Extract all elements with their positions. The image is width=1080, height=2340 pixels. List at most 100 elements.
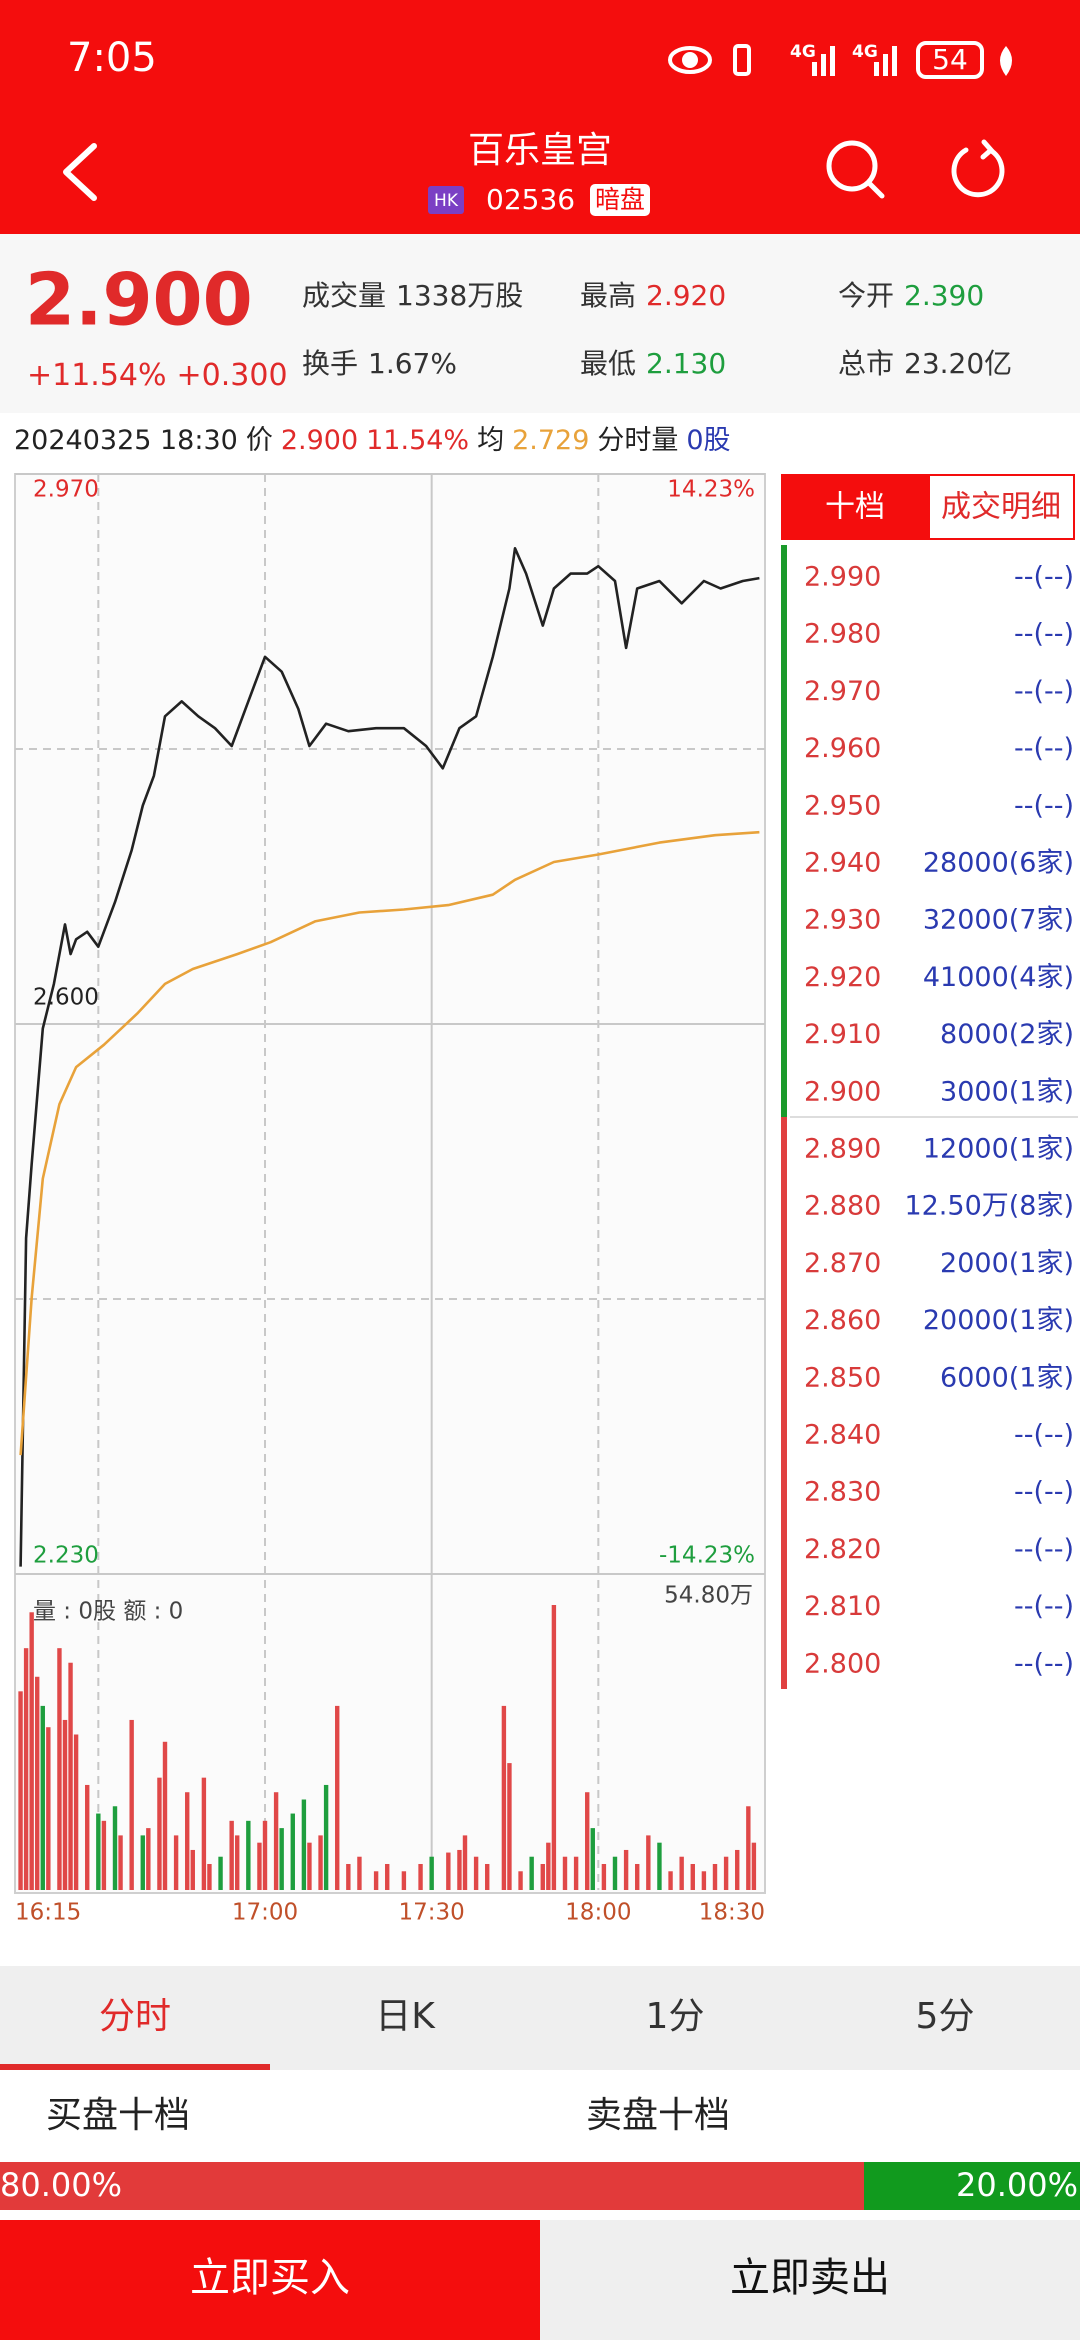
volume-bar: [29, 1612, 34, 1890]
y2-tick-label: -14.23%: [659, 1543, 755, 1569]
x-tick-label: 17:30: [399, 1900, 465, 1926]
book-tab[interactable]: 成交明细: [941, 490, 1061, 525]
volume-bar: [229, 1820, 234, 1890]
book-volume: 32000(7家): [923, 905, 1074, 936]
signal-bar: [812, 62, 817, 76]
volume-bar: [157, 1777, 162, 1890]
x-tick-label: 18:00: [565, 1900, 631, 1926]
volume-bar: [701, 1871, 707, 1890]
volume-bar: [101, 1820, 107, 1890]
volume-bar: [462, 1835, 468, 1890]
book-price: 2.850: [804, 1362, 881, 1393]
buy-button[interactable]: 立即买入: [190, 2255, 350, 2301]
book-price: 2.840: [804, 1420, 881, 1451]
volume-bar: [401, 1871, 407, 1890]
tag-label: 暗盘: [595, 185, 645, 214]
search-button[interactable]: [826, 140, 885, 199]
period-tab[interactable]: 1分: [646, 1996, 705, 2037]
volume-bar: [346, 1863, 351, 1890]
stat: 最低 2.130: [580, 347, 726, 380]
volume-bar: [57, 1648, 62, 1890]
book-volume: --(--): [1014, 1648, 1074, 1679]
info-volume: 0股: [686, 425, 730, 456]
volume-bar: [262, 1820, 268, 1890]
volume-bar: [23, 1648, 29, 1890]
book-volume: 12.50万(8家): [904, 1191, 1074, 1222]
volume-bar: [518, 1871, 523, 1890]
volume-bar: [723, 1856, 729, 1890]
volume-bar: [529, 1856, 534, 1890]
book-price: 2.960: [804, 733, 881, 764]
stat: 成交量 1338万股: [302, 279, 523, 312]
x-tick-label: 18:30: [699, 1900, 765, 1926]
network-label: 4G: [852, 42, 878, 62]
book-price: 2.920: [804, 962, 881, 993]
volume-bar: [218, 1856, 223, 1890]
period-tab[interactable]: 分时: [99, 1996, 171, 2037]
book-volume: 20000(1家): [923, 1305, 1074, 1336]
book-price: 2.970: [804, 676, 881, 707]
volume-bar: [118, 1835, 123, 1890]
period-tab[interactable]: 日K: [375, 1996, 436, 2037]
depth: 买盘十档 卖盘十档 80.00% 20.00%: [0, 2095, 1080, 2210]
volume-bar: [551, 1605, 557, 1890]
volume-bar: [679, 1856, 684, 1890]
volume-bar: [485, 1863, 490, 1890]
sell-button[interactable]: 立即卖出: [730, 2255, 890, 2301]
volume-bar: [112, 1806, 118, 1890]
volume-bar: [429, 1856, 434, 1890]
vibrate-icon: [733, 44, 751, 76]
change-abs: +0.300: [177, 358, 288, 393]
volume-bar: [746, 1806, 751, 1890]
x-tick-label: 16:15: [15, 1900, 81, 1926]
volume-bar: [690, 1863, 695, 1890]
depth-label: 买盘十档: [46, 2095, 190, 2136]
book-volume: --(--): [1014, 1420, 1074, 1451]
book-volume: --(--): [1014, 676, 1074, 707]
volume-bar: [62, 1719, 68, 1890]
book-tab[interactable]: 十档: [825, 490, 885, 525]
volume-bar: [590, 1828, 595, 1890]
volume-bar: [546, 1842, 551, 1890]
volume-label: 量 : 0股 额 : 0: [33, 1599, 183, 1625]
volume-bar: [501, 1705, 507, 1890]
trade-buttons: 立即买入 立即卖出: [0, 2220, 1080, 2340]
stat-value: 2.130: [646, 347, 726, 380]
volume-bar: [585, 1792, 590, 1890]
status-icons: [668, 41, 1012, 79]
book-price: 2.900: [804, 1076, 881, 1107]
change-pct: +11.54%: [27, 358, 167, 393]
refresh-button[interactable]: [951, 139, 1005, 198]
volume-bar: [657, 1842, 662, 1890]
volume-bar: [540, 1863, 545, 1890]
book-volume: 2000(1家): [940, 1248, 1074, 1279]
volume-bar: [40, 1705, 45, 1890]
volume-bar: [18, 1691, 23, 1890]
volume-bar: [473, 1856, 479, 1890]
stat: 换手 1.67%: [302, 347, 457, 380]
volume-bar: [668, 1871, 673, 1890]
book-volume: 8000(2家): [940, 1019, 1074, 1050]
book-volume: 41000(4家): [923, 962, 1074, 993]
period-tab[interactable]: 5分: [916, 1996, 975, 2037]
quote-bg: [0, 234, 1080, 413]
stock-name: 百乐皇宫: [468, 130, 612, 171]
sell-ratio-label: 20.00%: [956, 2166, 1078, 2204]
info-volume-label: 分时量: [597, 425, 678, 456]
stat-label: 总市: [838, 347, 894, 380]
volume-bar: [301, 1799, 307, 1890]
back-button[interactable]: [63, 143, 97, 201]
volume-bar: [173, 1835, 179, 1890]
intraday-chart: 2.230 2.600 2.970 -14.23% 14.23% 16:15 17:00 17…: [14, 473, 766, 1926]
y-tick-label: 2.970: [33, 477, 99, 503]
volume-bar: [207, 1863, 212, 1890]
eye-pupil: [682, 52, 698, 68]
volume-bar: [446, 1852, 451, 1890]
stat: 今开 2.390: [838, 279, 984, 312]
sell-button-bg[interactable]: [540, 2220, 1080, 2340]
buy-button-bg[interactable]: [0, 2220, 540, 2340]
book-price: 2.890: [804, 1134, 881, 1165]
volume-bar: [85, 1784, 90, 1890]
buy-ratio-label: 80.00%: [0, 2166, 122, 2204]
